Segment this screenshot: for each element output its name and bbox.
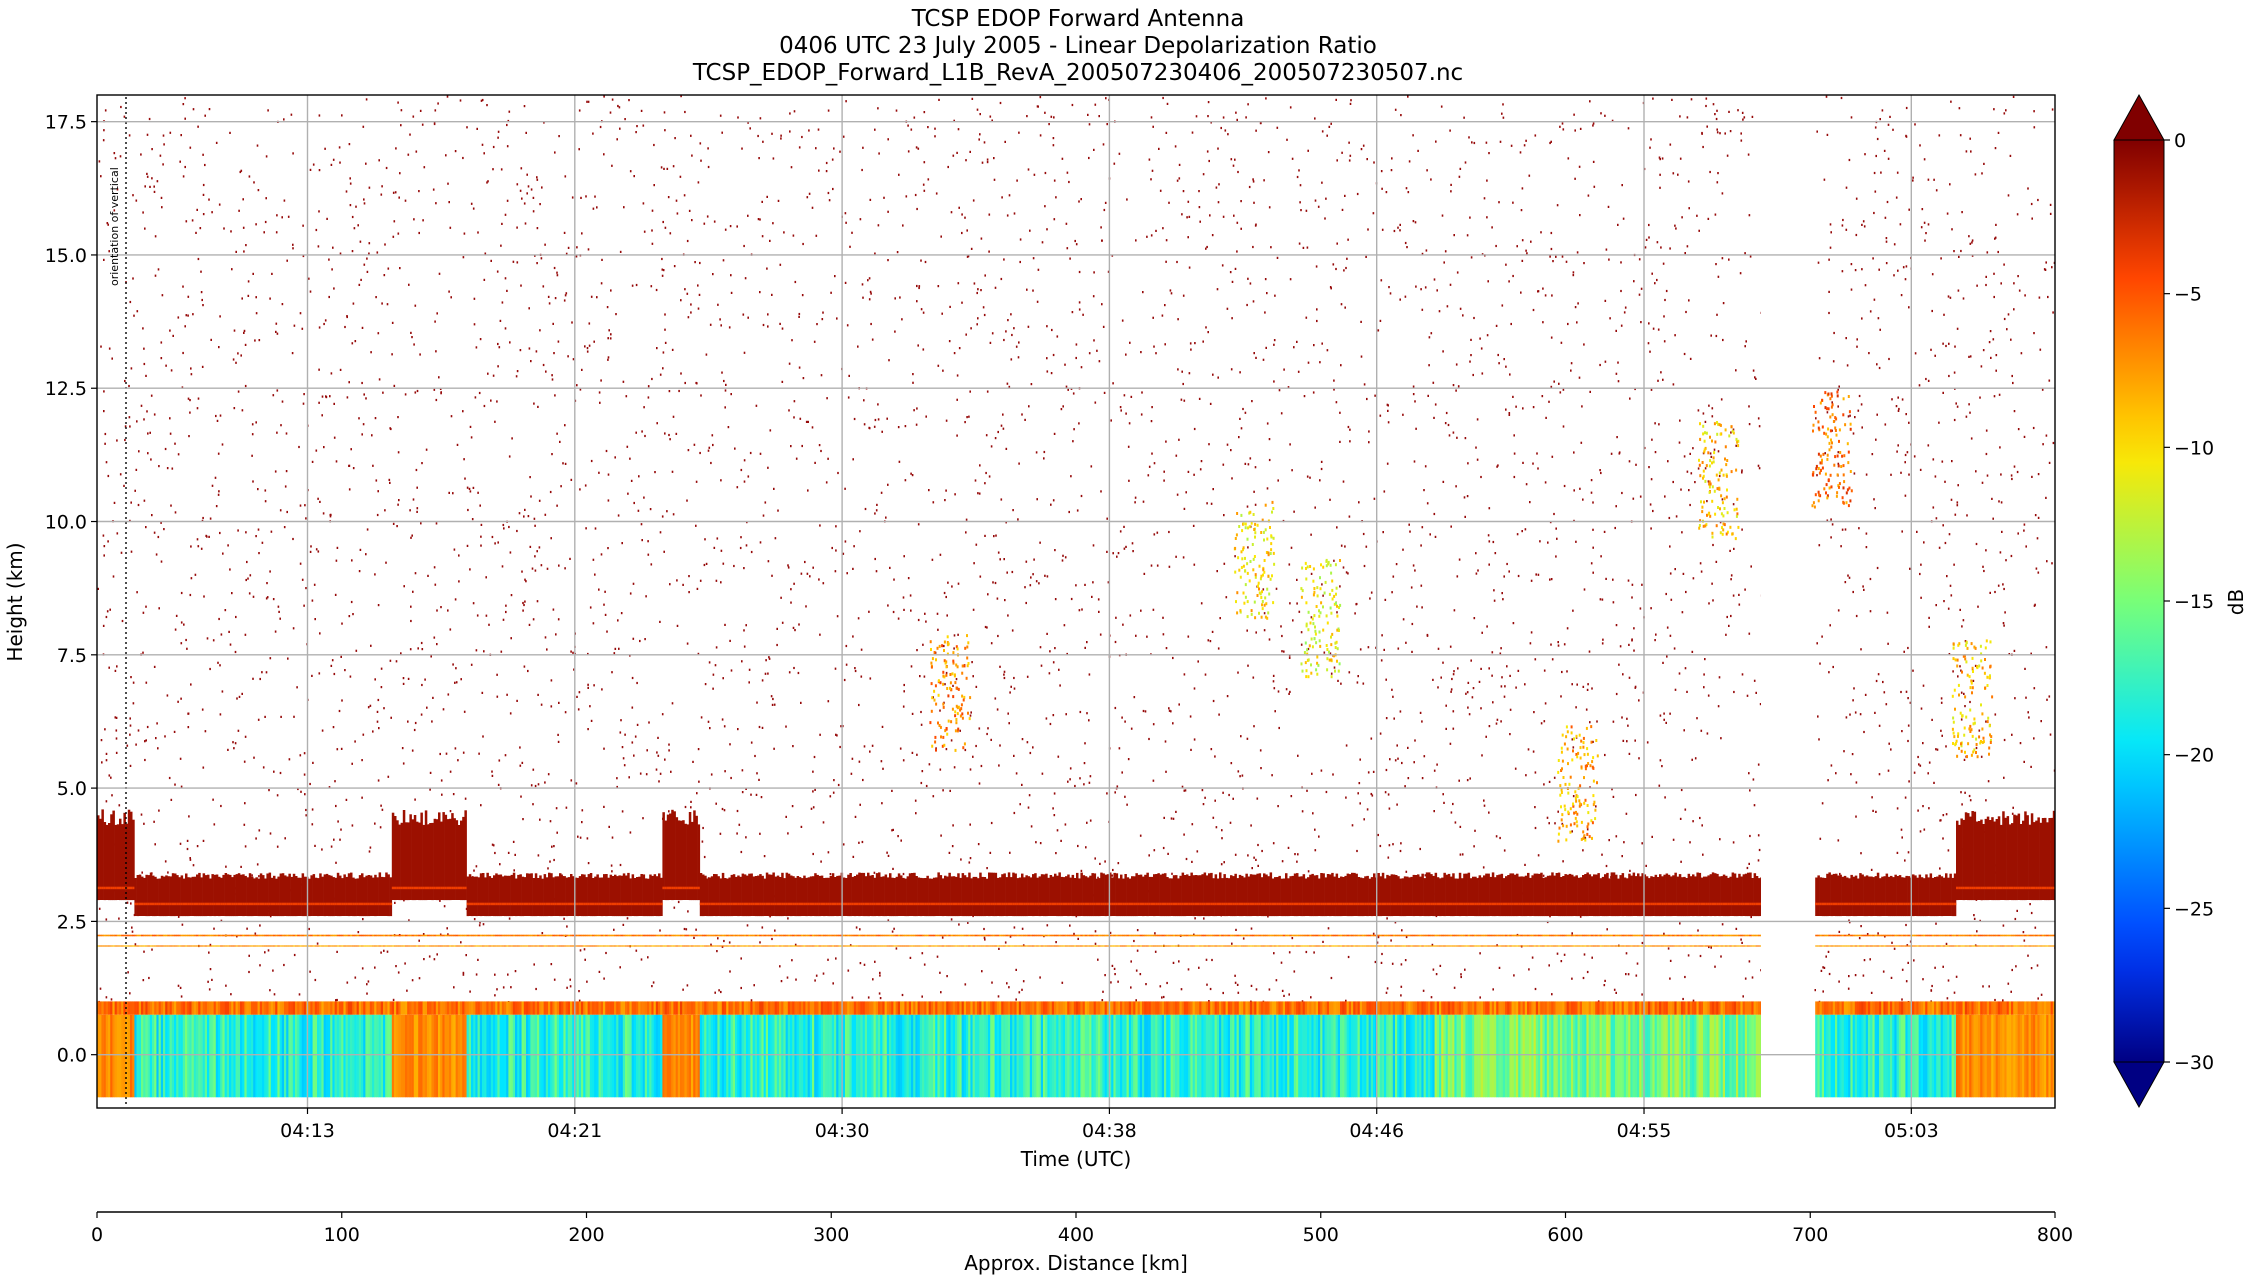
colorbar-tick-label: −10 [2174,437,2214,459]
x-tick-label: 04:21 [547,1120,602,1142]
colorbar-tick-label: −30 [2174,1052,2214,1074]
x-tick-label: 04:55 [1617,1120,1672,1142]
x-tick-label: 05:03 [1884,1120,1939,1142]
x2-tick-label: 700 [1792,1224,1828,1246]
x2-tick-label: 100 [324,1224,360,1246]
colorbar-label: dB [2224,589,2248,615]
x2-tick-label: 400 [1058,1224,1094,1246]
colorbar-max-extension [2113,93,2165,141]
y-tick-label: 15.0 [45,245,87,267]
plot-frame [96,94,2056,1109]
feature-echo [1951,639,1994,759]
bright-band [97,809,2055,947]
y-tick-label: 7.5 [57,645,87,667]
x-axis-time: 04:13 04:21 04:30 04:38 04:46 04:55 05:03 [280,1108,1939,1142]
y-axis-label: Height (km) [3,542,27,661]
colorbar-tick-label: 0 [2174,130,2186,152]
x2-tick-label: 500 [1303,1224,1339,1246]
chart-title-line-1: TCSP EDOP Forward Antenna [911,6,1245,32]
data-gap [1761,95,1815,1108]
colorbar: 0 −5 −10 −15 −20 −25 −30 [2113,93,2214,1109]
y-tick-label: 0.0 [57,1045,87,1067]
x-tick-label: 04:46 [1349,1120,1404,1142]
chart-title-line-3: TCSP_EDOP_Forward_L1B_RevA_200507230406_… [692,60,1463,86]
feature-echo [929,634,972,752]
feature-echo [1698,421,1740,541]
y-tick-label: 17.5 [45,112,87,134]
colorbar-min-extension [2113,1061,2165,1109]
colorbar-tick-label: −25 [2174,898,2214,920]
x2-tick-label: 200 [568,1224,604,1246]
x2-tick-label: 800 [2037,1224,2073,1246]
y-axis: 0.0 2.5 5.0 7.5 10.0 12.5 15.0 17.5 [45,112,97,1067]
x-tick-label: 04:38 [1082,1120,1137,1142]
colorbar-tick-label: −15 [2174,591,2214,613]
x-tick-label: 04:30 [815,1120,870,1142]
y-tick-label: 5.0 [57,778,87,800]
colorbar-tick-label: −5 [2174,284,2202,306]
colorbar-tick-label: −20 [2174,745,2214,767]
x2-tick-label: 0 [91,1224,103,1246]
chart-title: TCSP EDOP Forward Antenna 0406 UTC 23 Ju… [692,6,1463,86]
y-tick-label: 12.5 [45,378,87,400]
feature-echo [1300,558,1342,679]
colorbar-gradient [2114,140,2164,1062]
x-axis-distance: 0 100 200 300 400 500 600 700 800 [91,1211,2073,1246]
chart-title-line-2: 0406 UTC 23 July 2005 - Linear Depolariz… [779,33,1377,59]
x2-tick-label: 600 [1547,1224,1583,1246]
x-tick-label: 04:13 [280,1120,335,1142]
grid [97,95,2055,1108]
surface-band [97,1001,2055,1098]
x-axis-label: Time (UTC) [1020,1147,1132,1171]
y-tick-label: 2.5 [57,911,87,933]
x2-axis-label: Approx. Distance [km] [964,1251,1188,1275]
feature-echo [1233,500,1276,620]
x2-tick-label: 300 [813,1224,849,1246]
feature-echo [1811,390,1853,509]
y-tick-label: 10.0 [45,512,87,534]
vertical-orientation-annotation: orientation of vertical [108,167,121,286]
plot-area [97,95,2055,1108]
